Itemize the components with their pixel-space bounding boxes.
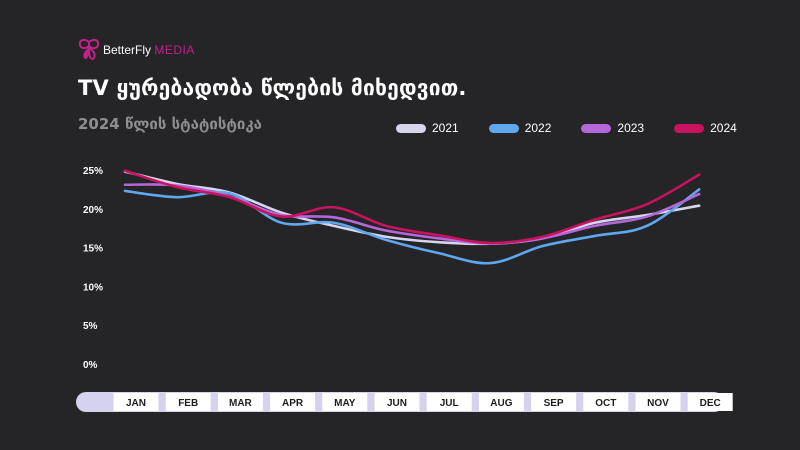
- x-tick-label: DEC: [700, 398, 721, 409]
- x-tick-label: JUL: [440, 398, 459, 409]
- legend-label: 2021: [432, 121, 459, 135]
- x-category-pill: [478, 393, 524, 411]
- x-category-pill: [322, 393, 368, 411]
- x-tick-label: FEB: [178, 398, 198, 409]
- y-tick-label: 25%: [83, 166, 103, 177]
- legend-swatch: [396, 123, 426, 133]
- legend-entry-2024: 2024: [674, 121, 737, 135]
- x-tick-label: APR: [282, 398, 304, 409]
- legend-entry-2021: 2021: [396, 121, 459, 135]
- legend-swatch: [581, 123, 612, 133]
- brand-logo: BetterFly MEDIA: [78, 38, 195, 62]
- legend-label: 2024: [710, 121, 737, 135]
- x-category-pill: [113, 393, 159, 411]
- x-tick-label: JUN: [387, 398, 407, 409]
- x-category-pill: [583, 393, 629, 411]
- x-tick-label: MAY: [334, 398, 356, 409]
- x-tick-label: AUG: [490, 398, 512, 409]
- x-tick-label: SEP: [544, 398, 564, 409]
- legend-label: 2023: [617, 121, 645, 135]
- y-tick-label: 10%: [83, 282, 103, 293]
- x-category-pill: [374, 393, 420, 411]
- legend-entry-2022: 2022: [488, 121, 552, 135]
- legend-label: 2022: [524, 121, 552, 135]
- x-category-pill: [687, 393, 733, 411]
- y-tick-label: 20%: [83, 205, 103, 216]
- butterfly-logo-icon: [78, 38, 100, 60]
- x-tick-label: OCT: [595, 398, 616, 409]
- x-category-pill: [635, 393, 681, 411]
- x-category-pill: [165, 393, 211, 411]
- x-category-pill: [531, 393, 577, 411]
- y-tick-label: 15%: [83, 244, 103, 255]
- y-tick-label: 0%: [83, 360, 98, 371]
- x-tick-label: NOV: [647, 398, 669, 409]
- chart-legend: 2021 2022 2023 2024: [396, 121, 767, 135]
- x-tick-label: JAN: [126, 398, 146, 409]
- y-tick-label: 5%: [83, 321, 98, 332]
- x-tick-label: MAR: [229, 398, 253, 409]
- series-line-2022: [123, 188, 701, 265]
- chart-title: TV ყურებადობა წლების მიხედვით.: [78, 76, 467, 100]
- legend-swatch: [674, 123, 705, 133]
- legend-swatch: [488, 123, 519, 133]
- series-line-2024: [123, 169, 701, 245]
- brand-name: BetterFly MEDIA: [103, 43, 195, 57]
- x-category-pill: [426, 393, 472, 411]
- x-category-pill: [270, 393, 316, 411]
- chart-subtitle: 2024 წლის სტატისტიკა: [78, 115, 262, 133]
- x-category-pill: [217, 393, 263, 411]
- legend-entry-2023: 2023: [581, 121, 644, 135]
